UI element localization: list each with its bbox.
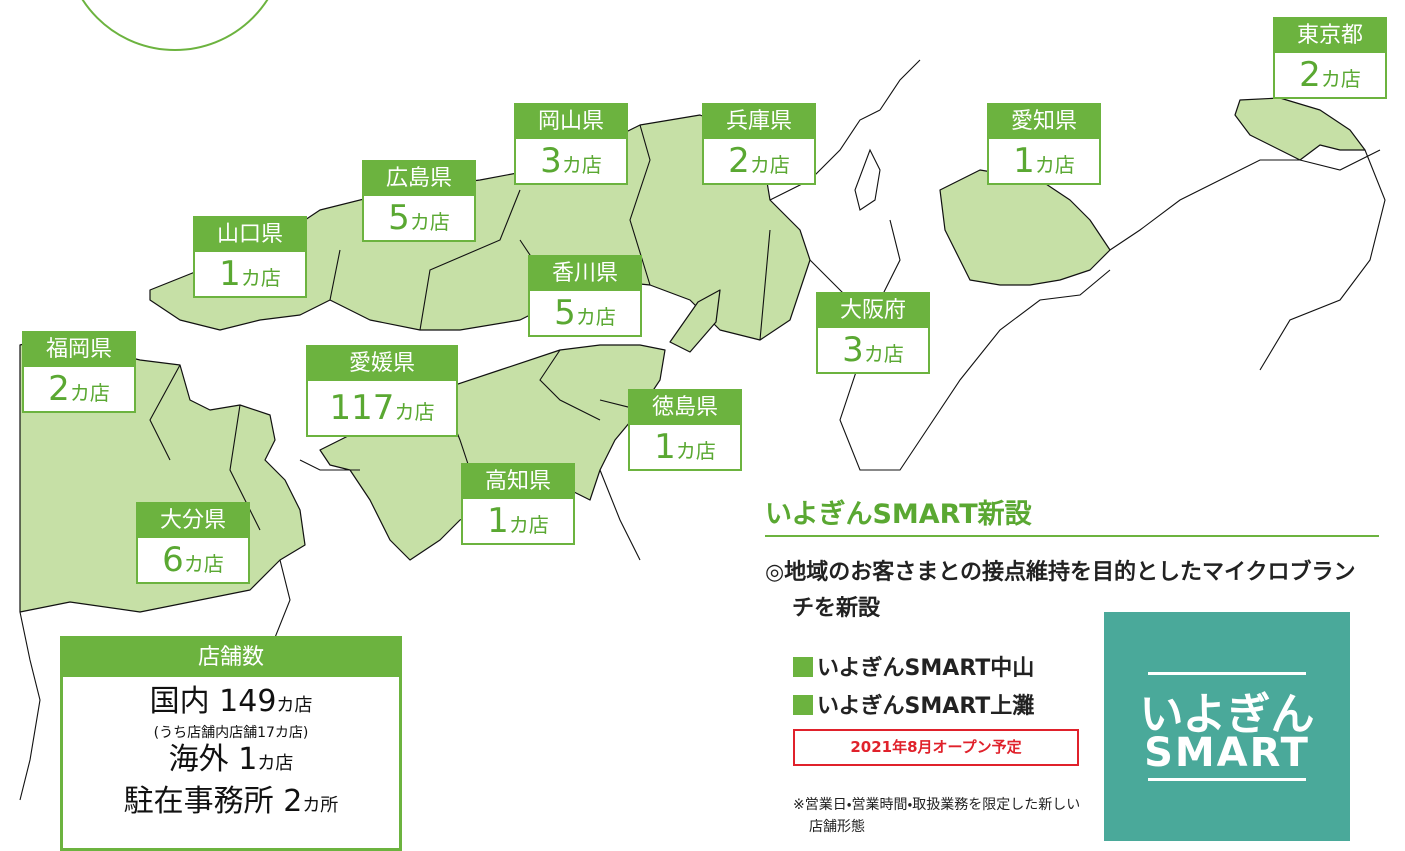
logo-text: SMART [1144, 730, 1310, 776]
domestic-note: (うち店舗内店舗17カ店) [153, 725, 309, 741]
overseas-label: 海外 [168, 742, 229, 777]
offices-count: 2 [283, 784, 303, 819]
smart-item: いよぎんSMART中山 [793, 650, 1034, 682]
domestic-unit: カ店 [276, 695, 313, 716]
overseas-unit: カ店 [257, 753, 294, 774]
pref-count: 5 [554, 293, 576, 333]
pref-unit: カ店 [561, 153, 602, 177]
deco-circle [81, 0, 269, 51]
pref-unit: カ店 [749, 153, 790, 177]
pref-label: 兵庫県 2カ店 [702, 103, 816, 185]
pref-name: 徳島県 [630, 391, 740, 425]
pref-label: 大阪府 3カ店 [816, 292, 930, 374]
pref-name: 高知県 [463, 465, 573, 499]
offices-label: 駐在事務所 [123, 784, 274, 819]
store-summary: 店舗数 国内 149カ店 (うち店舗内店舗17カ店) 海外 1カ店 駐在事務所 … [60, 636, 402, 851]
pref-unit: カ店 [69, 381, 110, 405]
pref-unit: カ店 [575, 305, 616, 329]
smart-item: いよぎんSMART上灘 [793, 688, 1034, 720]
pref-unit: カ店 [409, 210, 450, 234]
pref-name: 山口県 [195, 218, 305, 252]
pref-count: 2 [48, 369, 70, 409]
aichi [939, 169, 1111, 286]
pref-name: 兵庫県 [704, 105, 814, 139]
pref-label: 岡山県 3カ店 [514, 103, 628, 185]
pref-unit: カ店 [675, 439, 716, 463]
pref-count: 117 [329, 388, 395, 428]
pref-unit: カ店 [1320, 67, 1361, 91]
pref-count: 6 [162, 540, 184, 580]
pref-unit: カ店 [1034, 153, 1075, 177]
pref-name: 大分県 [138, 504, 248, 538]
lake-biwa [854, 148, 881, 211]
pref-count: 5 [388, 198, 410, 238]
overseas-count: 1 [238, 742, 258, 777]
pref-name: 東京都 [1275, 19, 1385, 53]
tokyo [1234, 97, 1366, 161]
pref-unit: カ店 [863, 342, 904, 366]
pref-count: 1 [654, 427, 676, 467]
offices-unit: カ所 [302, 795, 339, 816]
pref-label: 愛知県 1カ店 [987, 103, 1101, 185]
pref-label: 香川県 5カ店 [528, 255, 642, 337]
pref-count: 2 [1299, 55, 1321, 95]
smart-title: いよぎんSMART新設 [765, 499, 1032, 530]
pref-name: 大阪府 [818, 294, 928, 328]
pref-count: 1 [1013, 141, 1035, 181]
pref-label: 徳島県 1カ店 [628, 389, 742, 471]
pref-count: 2 [728, 141, 750, 181]
pref-count: 3 [540, 141, 562, 181]
pref-label: 広島県 5カ店 [362, 160, 476, 242]
opening-notice: 2021年8月オープン予定 [793, 729, 1079, 766]
divider [765, 535, 1379, 537]
pref-name: 愛媛県 [308, 347, 456, 381]
pref-label: 山口県 1カ店 [193, 216, 307, 298]
domestic-count: 149 [219, 684, 277, 719]
pref-name: 愛知県 [989, 105, 1099, 139]
pref-unit: カ店 [508, 513, 549, 537]
pref-label: 東京都 2カ店 [1273, 17, 1387, 99]
pref-name: 福岡県 [24, 333, 134, 367]
pref-label: 愛媛県 117カ店 [306, 345, 458, 437]
pref-unit: カ店 [394, 400, 435, 424]
pref-name: 香川県 [530, 257, 640, 291]
pref-label: 大分県 6カ店 [136, 502, 250, 584]
pref-label: 高知県 1カ店 [461, 463, 575, 545]
pref-count: 3 [842, 330, 864, 370]
smart-logo: いよぎん SMART [1104, 612, 1350, 841]
summary-title: 店舗数 [63, 639, 399, 677]
pref-name: 岡山県 [516, 105, 626, 139]
logo-rule [1148, 672, 1306, 675]
pref-unit: カ店 [183, 552, 224, 576]
pref-unit: カ店 [240, 266, 281, 290]
awaji [669, 289, 721, 353]
logo-rule [1148, 778, 1306, 781]
smart-description: ◎地域のお客さまとの接点維持を目的としたマイクロブランチを新設 [765, 560, 1356, 621]
shikoku [319, 344, 666, 561]
pref-label: 福岡県 2カ店 [22, 331, 136, 413]
logo-text: いよぎん [1139, 689, 1315, 740]
chugoku-kinki [149, 114, 811, 341]
pref-count: 1 [487, 501, 509, 541]
domestic-label: 国内 [149, 684, 210, 719]
footnote: ※営業日・営業時間・取扱業務を限定した新しい店舗形態 [793, 797, 1081, 835]
pref-count: 1 [219, 254, 241, 294]
pref-name: 広島県 [364, 162, 474, 196]
